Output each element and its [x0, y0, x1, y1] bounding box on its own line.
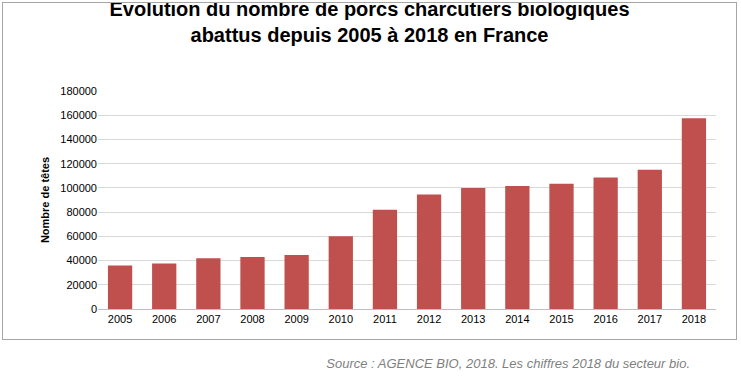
svg-text:2005: 2005 [108, 313, 132, 325]
svg-text:2008: 2008 [240, 313, 264, 325]
svg-text:2015: 2015 [549, 313, 573, 325]
svg-text:120000: 120000 [60, 158, 97, 170]
svg-text:0: 0 [91, 303, 97, 315]
svg-text:100000: 100000 [60, 182, 97, 194]
svg-text:2011: 2011 [373, 313, 397, 325]
svg-text:2010: 2010 [329, 313, 353, 325]
svg-text:2016: 2016 [593, 313, 617, 325]
svg-text:140000: 140000 [60, 133, 97, 145]
svg-text:2018: 2018 [682, 313, 706, 325]
svg-text:Evolution du nombre de porcs c: Evolution du nombre de porcs charcutiers… [109, 3, 629, 46]
svg-text:20000: 20000 [66, 279, 97, 291]
svg-text:2017: 2017 [638, 313, 662, 325]
svg-text:40000: 40000 [66, 254, 97, 266]
svg-text:60000: 60000 [66, 230, 97, 242]
svg-text:80000: 80000 [66, 206, 97, 218]
svg-text:2012: 2012 [417, 313, 441, 325]
svg-text:2013: 2013 [461, 313, 485, 325]
svg-text:160000: 160000 [60, 109, 97, 121]
svg-text:2009: 2009 [284, 313, 308, 325]
svg-text:2006: 2006 [152, 313, 176, 325]
svg-text:2014: 2014 [505, 313, 529, 325]
html-text:Source : AGENCE BIO, 2018. Les: Source : AGENCE BIO, 2018. Les chiffres … [326, 356, 690, 371]
svg-text:180000: 180000 [60, 85, 97, 97]
svg-text:2007: 2007 [196, 313, 220, 325]
svg-text:Nombre de têtes: Nombre de têtes [39, 157, 51, 243]
